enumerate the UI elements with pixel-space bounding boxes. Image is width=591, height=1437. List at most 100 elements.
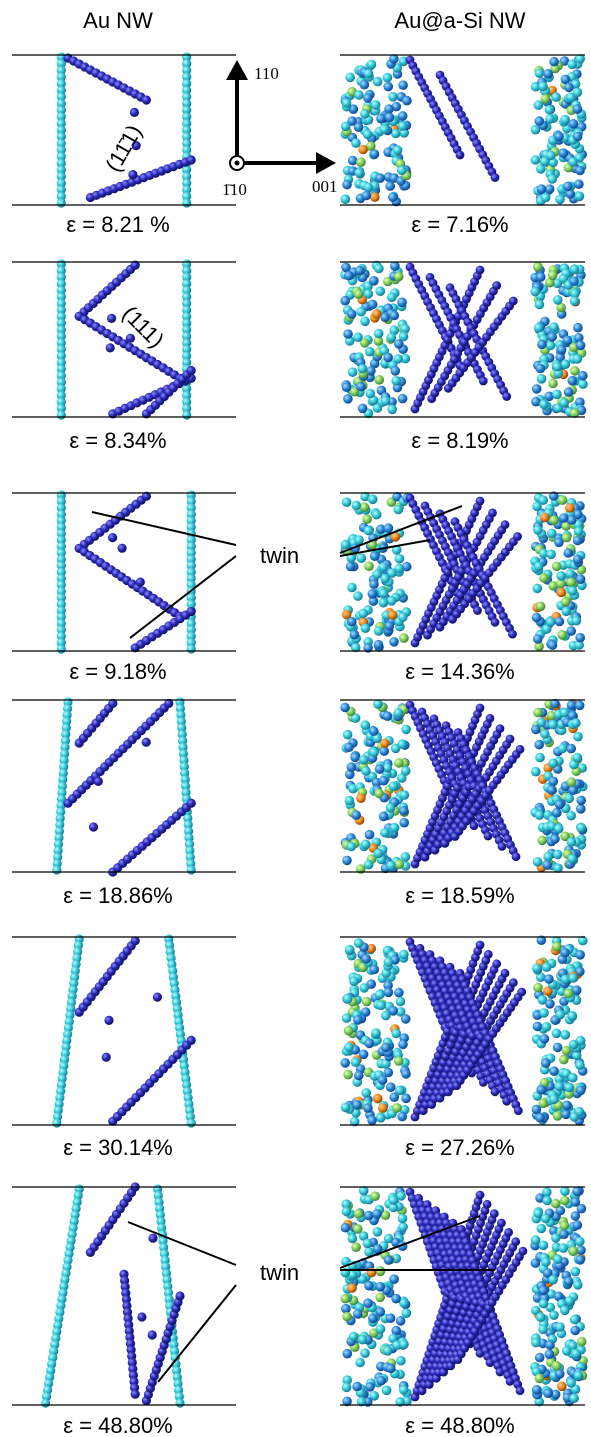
atom: [566, 811, 576, 821]
atom: [182, 198, 191, 207]
atom: [108, 533, 117, 542]
atom: [539, 1008, 549, 1018]
atom: [187, 607, 196, 616]
atom: [548, 271, 558, 281]
atom: [381, 1043, 391, 1053]
atom: [373, 77, 383, 87]
atom: [369, 579, 379, 589]
atom: [342, 497, 352, 507]
strain-label: ε = 8.19%: [411, 428, 508, 453]
atom: [492, 281, 501, 290]
atom: [379, 589, 389, 599]
atom: [484, 950, 493, 959]
atom: [364, 526, 374, 536]
atom: [386, 1082, 396, 1092]
atom: [356, 307, 366, 317]
atom: [576, 1086, 586, 1096]
atom: [561, 359, 571, 369]
atom: [351, 138, 361, 148]
atom: [573, 132, 583, 142]
strain-label: ε = 48.80%: [405, 1413, 515, 1437]
atom: [549, 1095, 559, 1105]
atom: [388, 92, 398, 102]
atom: [575, 633, 585, 643]
atom: [563, 336, 573, 346]
atom: [392, 1103, 402, 1113]
atom: [401, 1014, 411, 1024]
atom: [509, 978, 518, 987]
atom: [573, 88, 583, 98]
atom: [565, 1083, 575, 1093]
atom: [380, 313, 390, 323]
atom: [390, 311, 400, 321]
atom: [342, 856, 352, 866]
atom: [573, 753, 583, 763]
atom: [340, 1058, 350, 1068]
atom: [131, 1390, 140, 1399]
atom: [368, 589, 378, 599]
atom: [547, 529, 557, 539]
atom: [374, 640, 384, 650]
atom: [359, 609, 369, 619]
atom: [555, 195, 565, 205]
atom: [343, 730, 353, 740]
atom: [535, 1353, 545, 1363]
atom: [506, 735, 515, 744]
atom: [389, 781, 399, 791]
atom: [547, 785, 557, 795]
atom: [382, 1386, 392, 1396]
atom: [380, 828, 390, 838]
atom: [532, 384, 542, 394]
atom: [386, 1313, 396, 1323]
atom: [187, 865, 196, 874]
atom: [375, 1293, 385, 1303]
atom: [354, 289, 364, 299]
atom: [389, 1274, 399, 1284]
atom: [389, 1195, 399, 1205]
atom: [484, 832, 493, 841]
atom: [360, 109, 370, 119]
atom: [379, 776, 389, 786]
atom: [391, 1294, 401, 1304]
atom: [456, 151, 465, 160]
atom: [537, 184, 547, 194]
atom: [395, 554, 405, 564]
column-title: Au@a-Si NW: [394, 8, 525, 33]
figure: Au NW Au@a-Si NW 110 1̄10 001 (11̄1) (11…: [0, 0, 591, 1437]
atom: [564, 989, 574, 999]
atom: [346, 562, 356, 572]
atom: [367, 1116, 377, 1126]
atom: [365, 1382, 375, 1392]
atom: [102, 1053, 111, 1062]
atom: [544, 974, 554, 984]
atom: [563, 182, 573, 192]
atom: [361, 766, 371, 776]
atom: [541, 94, 551, 104]
atom: [533, 1022, 543, 1032]
atom: [52, 865, 61, 874]
atom: [363, 1103, 373, 1113]
atom: [551, 92, 561, 102]
atom: [398, 1214, 408, 1224]
atom: [368, 300, 378, 310]
atom: [549, 515, 559, 525]
atom: [356, 157, 366, 167]
atom: [380, 574, 390, 584]
atom: [376, 1001, 386, 1011]
atom: [535, 68, 545, 78]
atom: [538, 495, 548, 505]
atom: [491, 173, 500, 182]
atom: [354, 168, 364, 178]
atom: [533, 1208, 543, 1218]
atom: [569, 276, 579, 286]
atom: [549, 777, 559, 787]
atom: [389, 637, 399, 647]
strain-label: ε = 48.80%: [63, 1413, 173, 1437]
strain-label: ε = 7.16%: [411, 212, 508, 237]
atom: [552, 942, 562, 952]
atom: [388, 1006, 398, 1016]
atom: [479, 377, 488, 386]
atom: [342, 382, 352, 392]
atom: [567, 837, 577, 847]
atom: [555, 800, 565, 810]
